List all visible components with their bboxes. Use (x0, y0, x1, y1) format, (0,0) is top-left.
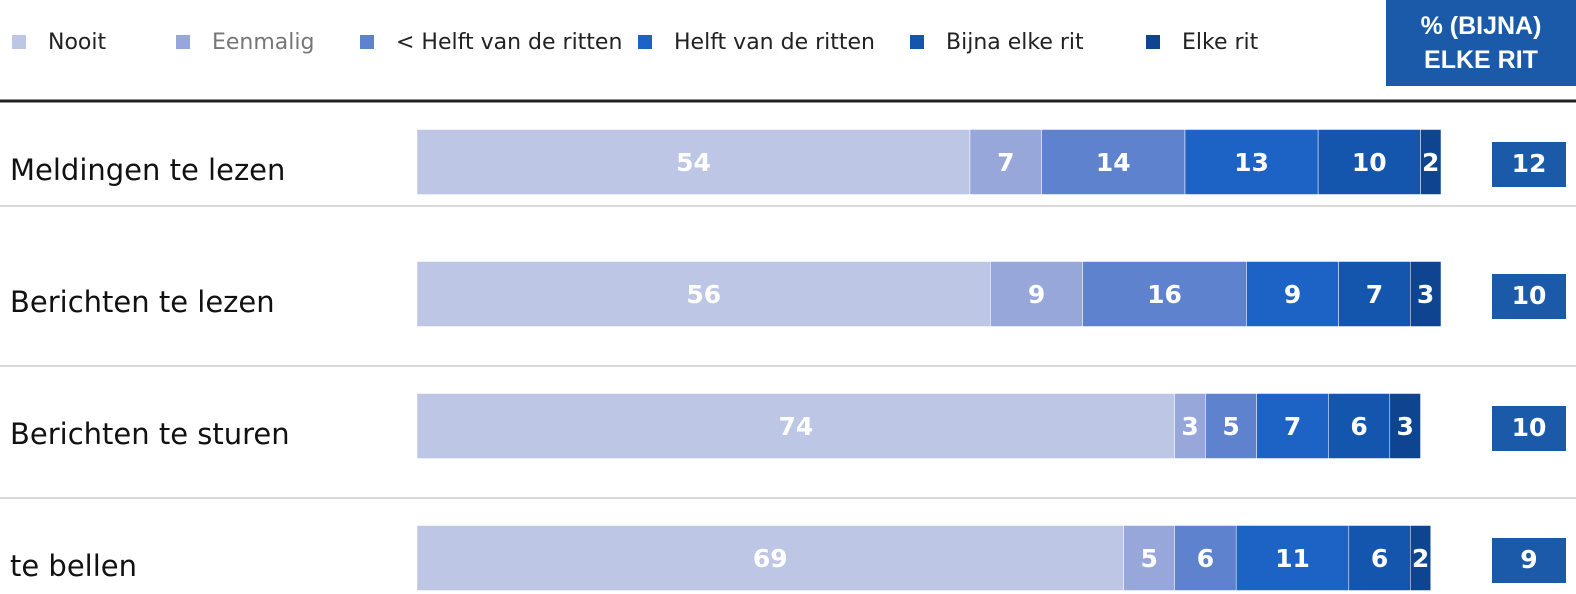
value-label: 3 (1181, 412, 1198, 441)
bar-segment (1205, 393, 1257, 459)
bar-segment (1082, 261, 1247, 327)
bar-segment (1174, 525, 1237, 591)
summary-box (1492, 538, 1566, 583)
value-label: 56 (686, 280, 721, 309)
value-label: 14 (1096, 148, 1131, 177)
category-label: Berichten te lezen (10, 285, 275, 319)
legend-label: Bijna elke rit (946, 30, 1084, 55)
legend-swatch (638, 35, 652, 49)
bar-segment (416, 393, 1176, 459)
summary-label: 12 (1512, 149, 1547, 178)
value-label: 2 (1422, 148, 1439, 177)
category-label: Meldingen te lezen (10, 153, 285, 187)
bar-segment (1410, 525, 1432, 591)
value-label: 7 (1366, 280, 1383, 309)
bar-segment (1420, 129, 1442, 195)
value-label: 5 (1140, 544, 1157, 573)
bar-segment (990, 261, 1083, 327)
value-label: 3 (1396, 412, 1413, 441)
category-label: Berichten te sturen (10, 417, 290, 451)
legend-swatch (176, 35, 190, 49)
bar-segment (416, 129, 971, 195)
legend-label: Helft van de ritten (674, 30, 875, 55)
bar-segment (1235, 525, 1350, 591)
bar-segment (1123, 525, 1176, 591)
legend-swatch (12, 35, 26, 49)
value-label: 6 (1350, 412, 1367, 441)
summary-box (1492, 142, 1566, 187)
legend-label: Eenmalig (212, 30, 314, 55)
bar-segment (969, 129, 1042, 195)
bar-segment (416, 525, 1124, 591)
bar-segment (1389, 393, 1421, 459)
value-label: 7 (997, 148, 1014, 177)
bar-segment (1184, 129, 1319, 195)
bar-segment (1338, 261, 1411, 327)
value-label: 74 (778, 412, 813, 441)
value-label: 9 (1284, 280, 1301, 309)
value-label: 5 (1222, 412, 1239, 441)
value-label: 16 (1147, 280, 1182, 309)
summary-box (1492, 406, 1566, 451)
legend-swatch (910, 35, 924, 49)
bar-segment (1256, 393, 1329, 459)
bar-segment (1328, 393, 1391, 459)
bar-segment (1041, 129, 1186, 195)
value-label: 10 (1352, 148, 1387, 177)
legend-label: Nooit (48, 30, 106, 55)
bar-segment (416, 261, 991, 327)
value-label: 6 (1197, 544, 1214, 573)
value-label: 2 (1412, 544, 1429, 573)
summary-label: 9 (1520, 545, 1537, 574)
legend-label: < Helft van de ritten (396, 30, 622, 55)
legend-swatch (360, 35, 374, 49)
bar-segment (1317, 129, 1421, 195)
summary-box (1492, 274, 1566, 319)
category-label: te bellen (10, 549, 137, 583)
value-label: 11 (1275, 544, 1310, 573)
value-label: 54 (676, 148, 711, 177)
legend-swatch (1146, 35, 1160, 49)
bar-segment (1410, 261, 1442, 327)
value-label: 7 (1284, 412, 1301, 441)
summary-label: 10 (1512, 413, 1547, 442)
summary-header: % (BIJNA) ELKE RIT (1386, 0, 1576, 86)
value-label: 69 (753, 544, 788, 573)
bar-segment (1246, 261, 1339, 327)
value-label: 6 (1371, 544, 1388, 573)
legend-label: Elke rit (1182, 30, 1259, 55)
bar-segment (1174, 393, 1206, 459)
value-label: 9 (1028, 280, 1045, 309)
value-label: 13 (1234, 148, 1269, 177)
bar-segment (1348, 525, 1411, 591)
summary-label: 10 (1512, 281, 1547, 310)
value-label: 3 (1417, 280, 1434, 309)
